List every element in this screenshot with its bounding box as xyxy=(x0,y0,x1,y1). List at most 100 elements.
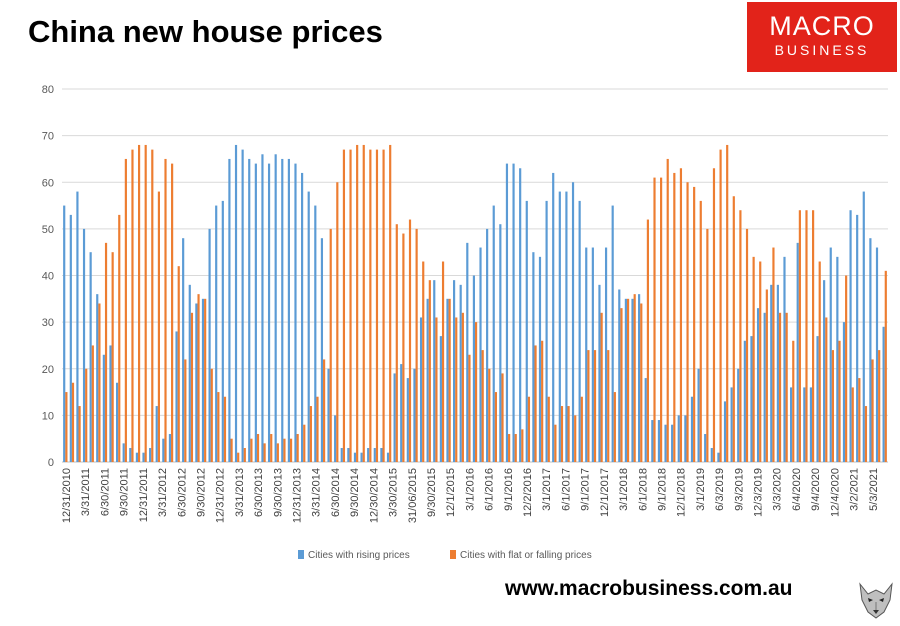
bar-falling xyxy=(455,317,458,462)
bar-rising xyxy=(82,228,86,463)
bar-rising xyxy=(690,396,694,462)
x-tick-label: 12/1/2017 xyxy=(599,468,611,517)
bar-falling xyxy=(441,261,445,462)
bar-rising xyxy=(472,275,475,462)
bar-rising xyxy=(664,424,667,462)
wolf-mascot-icon xyxy=(854,578,898,622)
bar-falling xyxy=(184,359,187,462)
bar-falling xyxy=(878,350,881,462)
y-tick-label: 70 xyxy=(42,131,54,143)
bar-rising xyxy=(142,452,145,462)
bar-falling xyxy=(567,406,570,462)
bar-falling xyxy=(673,172,676,462)
bar-falling xyxy=(864,406,868,462)
bar-falling xyxy=(303,424,306,462)
legend-swatch xyxy=(298,550,304,559)
bar-rising xyxy=(69,214,72,462)
bar-falling xyxy=(435,317,438,462)
y-tick-label: 0 xyxy=(48,457,54,469)
bar-rising xyxy=(809,387,813,462)
x-tick-label: 12/30/2014 xyxy=(368,468,380,523)
bar-falling xyxy=(607,350,610,462)
bar-falling xyxy=(78,406,81,462)
bar-rising xyxy=(545,200,548,462)
bar-rising xyxy=(254,163,257,462)
bar-falling xyxy=(752,256,755,462)
bar-rising xyxy=(380,448,383,462)
bar-rising xyxy=(274,154,277,462)
bar-falling xyxy=(289,438,293,462)
bar-rising xyxy=(552,172,555,462)
bar-falling xyxy=(256,434,260,462)
bar-falling xyxy=(845,275,848,462)
y-tick-label: 10 xyxy=(42,410,54,422)
bar-rising xyxy=(234,144,238,462)
bar-falling xyxy=(587,350,590,462)
bar-rising xyxy=(195,303,198,462)
y-tick-label: 50 xyxy=(42,224,54,236)
bar-rising xyxy=(446,298,449,462)
bar-falling xyxy=(805,210,808,462)
bar-rising xyxy=(413,368,416,462)
bar-falling xyxy=(666,158,669,462)
bar-falling xyxy=(554,424,557,462)
bar-falling xyxy=(534,345,537,462)
bar-rising xyxy=(624,298,627,462)
bar-falling xyxy=(223,396,227,462)
x-tick-label: 6/30/2012 xyxy=(176,468,188,517)
bar-rising xyxy=(770,284,773,462)
bar-rising xyxy=(585,247,588,462)
bar-falling xyxy=(488,368,491,462)
bar-falling xyxy=(329,228,332,463)
bar-rising xyxy=(598,284,601,462)
bar-rising xyxy=(578,200,581,462)
x-tick-label: 6/3/2019 xyxy=(714,468,726,511)
bar-falling xyxy=(560,406,564,462)
bar-falling xyxy=(243,448,246,462)
bar-rising xyxy=(386,452,390,462)
bar-rising xyxy=(723,401,727,462)
bar-rising xyxy=(419,317,423,462)
x-tick-label: 6/1/2017 xyxy=(560,468,572,511)
bar-falling xyxy=(871,359,874,462)
bar-rising xyxy=(869,238,872,462)
bar-falling xyxy=(732,196,735,463)
bar-rising xyxy=(267,163,271,462)
x-tick-label: 3/31/2013 xyxy=(234,468,246,517)
bar-falling xyxy=(316,396,319,462)
x-tick-label: 3/31/2011 xyxy=(80,468,92,516)
bar-falling xyxy=(884,270,887,462)
bar-falling xyxy=(660,177,663,462)
x-tick-label: 3/1/2016 xyxy=(464,468,476,511)
bar-rising xyxy=(856,214,859,462)
bar-rising xyxy=(453,280,456,462)
y-tick-label: 80 xyxy=(42,84,54,96)
bar-falling xyxy=(382,149,385,463)
bar-falling xyxy=(521,429,524,462)
bar-falling xyxy=(65,392,68,462)
bar-rising xyxy=(677,415,680,463)
bar-rising xyxy=(241,149,244,463)
bar-rising xyxy=(631,298,634,462)
bar-rising xyxy=(301,172,304,462)
x-tick-label: 12/31/2010 xyxy=(61,468,73,523)
bar-falling xyxy=(448,298,451,462)
bar-falling xyxy=(778,312,782,462)
x-tick-label: 3/3/2020 xyxy=(772,468,784,511)
bar-falling xyxy=(719,149,722,463)
x-tick-label: 12/1/2018 xyxy=(676,468,688,517)
bar-falling xyxy=(422,261,425,462)
bar-rising xyxy=(439,336,442,462)
bar-rising xyxy=(717,452,720,462)
bar-falling xyxy=(640,303,643,462)
bar-rising xyxy=(201,298,205,462)
bar-falling xyxy=(633,294,636,462)
x-tick-label: 12/4/2020 xyxy=(829,468,841,517)
bar-falling xyxy=(204,298,207,462)
bar-falling xyxy=(263,443,266,462)
bar-falling xyxy=(765,289,768,462)
bar-falling xyxy=(600,312,603,462)
bar-rising xyxy=(710,448,713,462)
bar-falling xyxy=(712,168,716,462)
bar-rising xyxy=(314,205,317,462)
